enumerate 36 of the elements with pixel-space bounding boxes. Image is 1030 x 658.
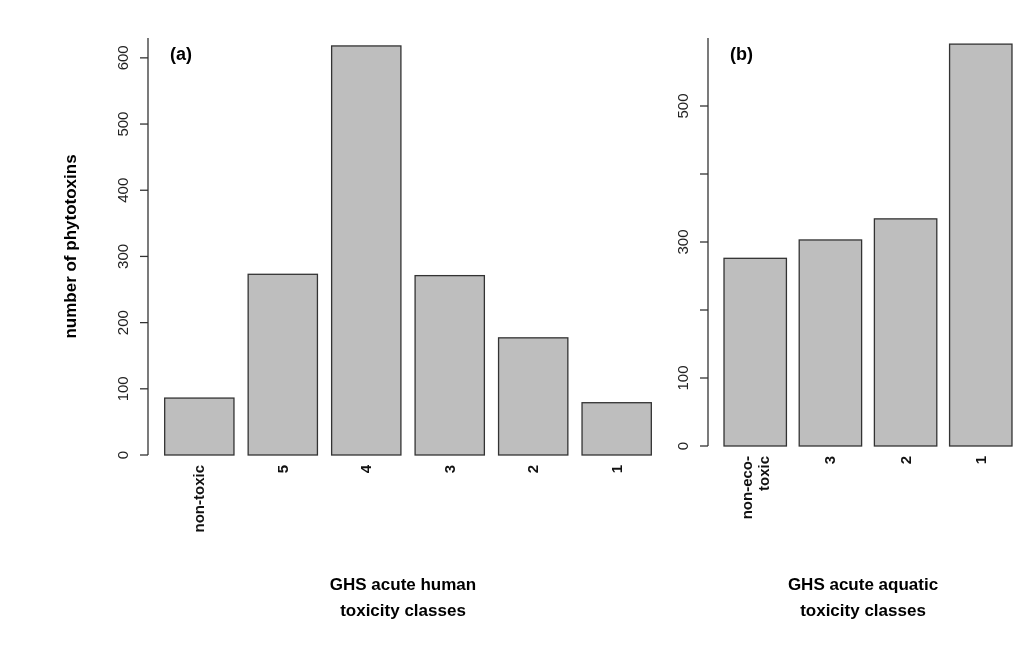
y-tick-label: 500 xyxy=(674,93,691,119)
chart-title: (b) xyxy=(730,44,753,64)
y-tick-label: 500 xyxy=(114,111,131,137)
x-tick-label: 3 xyxy=(821,456,839,465)
bar xyxy=(330,45,402,456)
y-tick-label: 400 xyxy=(114,177,131,203)
x-tick-label: non-toxic xyxy=(190,465,208,533)
y-tick-label: 600 xyxy=(114,45,131,71)
x-tick-label: 5 xyxy=(273,465,291,474)
bar xyxy=(581,402,652,456)
chart-title: (a) xyxy=(170,44,192,64)
bar xyxy=(723,257,788,447)
x-axis-title: GHS acute human toxicity classes xyxy=(329,575,477,620)
y-tick-label: 200 xyxy=(114,310,131,336)
x-tick-label: 2 xyxy=(524,465,542,474)
y-tick-label: 300 xyxy=(674,229,691,255)
bar xyxy=(873,218,938,447)
y-tick-label: 100 xyxy=(674,365,691,391)
bar xyxy=(164,397,235,456)
y-tick-label: 300 xyxy=(114,243,131,269)
bar xyxy=(414,274,486,456)
x-tick-label: 3 xyxy=(440,465,458,474)
bar xyxy=(798,239,863,447)
x-tick-label: 4 xyxy=(357,464,375,474)
x-tick-label: 2 xyxy=(896,456,914,465)
y-tick-label: 0 xyxy=(674,441,691,451)
bar xyxy=(497,337,569,456)
y-axis-title: number of phytotoxins xyxy=(61,154,80,339)
bar xyxy=(948,43,1013,447)
y-tick-label: 100 xyxy=(114,376,131,402)
bar xyxy=(247,273,319,456)
y-tick-label: 0 xyxy=(114,450,131,460)
x-axis-title: GHS acute aquatic toxicity classes xyxy=(787,575,939,620)
x-tick-label: 1 xyxy=(971,456,989,465)
x-tick-label: non-eco-toxic xyxy=(737,456,772,520)
x-tick-label: 1 xyxy=(607,465,625,474)
